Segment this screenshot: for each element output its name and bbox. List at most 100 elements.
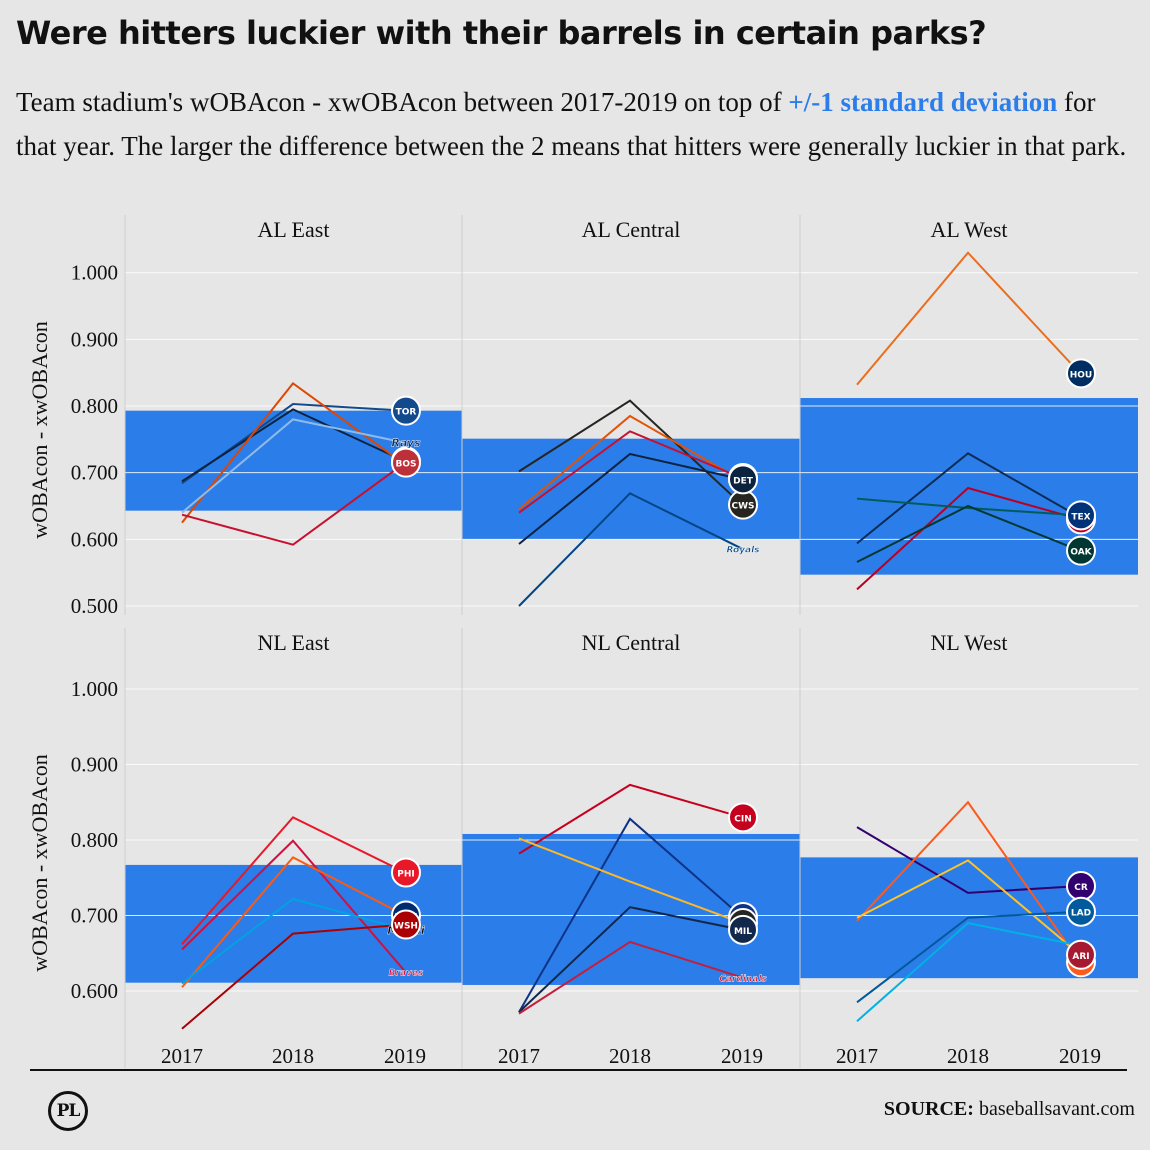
panel-nl-east: NL East 0.600 0.700 0.800 0.900 1.000 wOBAcon …	[27, 628, 462, 1068]
team-logo-icon: Rays	[391, 436, 421, 450]
x-tick-label: 2018	[609, 1044, 651, 1068]
series-line	[518, 430, 743, 514]
team-logo-text: TOR	[396, 408, 417, 418]
x-tick-label: 2019	[1059, 1044, 1101, 1068]
y-tick-label: 0.700	[71, 461, 118, 485]
x-tick-label: 2017	[498, 1044, 540, 1068]
team-logo-badge	[391, 395, 421, 426]
y-tick-label: 0.600	[71, 979, 118, 1003]
panel-title: AL West	[930, 217, 1007, 242]
y-axis-label: wOBAcon - xwOBAcon	[27, 321, 52, 539]
series-line	[518, 452, 743, 545]
series-line	[518, 492, 743, 607]
y-tick-label: 0.800	[71, 394, 118, 418]
y-tick-label: 1.000	[71, 677, 118, 701]
y-tick-label: 0.500	[71, 594, 118, 618]
series-line	[181, 923, 406, 1030]
team-logo-badge	[728, 802, 758, 833]
team-logo-icon: Braves	[388, 968, 424, 978]
team-logo-icon: ARI	[1066, 939, 1096, 970]
series-line	[181, 381, 406, 524]
team-logo-badge	[1066, 358, 1096, 389]
series-line	[518, 837, 743, 924]
panel-title: AL Central	[582, 217, 681, 242]
source-note: SOURCE: baseballsavant.com	[884, 1098, 1135, 1121]
team-logo-text: CWS	[731, 502, 754, 512]
panel-al-west: AL WestHOUSEALAATEXOAK	[799, 215, 1138, 615]
panel-nl-west: NL West201720182019CRSFARILAD	[799, 628, 1138, 1068]
series-line	[518, 414, 743, 511]
series-line	[518, 817, 743, 1013]
team-logo-text: Braves	[389, 968, 424, 978]
source-value: baseballsavant.com	[973, 1098, 1135, 1120]
subtitle-text-1: Team stadium's wOBAcon - xwOBAcon betwee…	[16, 87, 789, 117]
y-axis-label: wOBAcon - xwOBAcon	[27, 754, 52, 972]
pl-logo: PL	[48, 1091, 88, 1131]
team-logo-icon: LAD	[1066, 896, 1096, 927]
series-line	[518, 906, 743, 1013]
series-line	[856, 910, 1081, 1004]
team-logo-badge	[1066, 939, 1096, 970]
team-logo-badge	[1066, 500, 1096, 531]
y-tick-label: 0.800	[71, 828, 118, 852]
series-line	[856, 486, 1081, 591]
team-logo-icon: PHI	[391, 857, 421, 888]
subtitle-text-2: for that year. The larger the difference…	[16, 87, 1127, 161]
y-tick-label: 0.700	[71, 904, 118, 928]
series-line	[518, 783, 743, 855]
team-logo-text: Cardinals	[719, 974, 767, 984]
team-logo-badge	[391, 447, 421, 478]
chart-title: Were hitters luckier with their barrels …	[16, 14, 987, 52]
team-logo-badge	[391, 857, 421, 888]
series-line	[856, 504, 1081, 563]
series-line	[856, 921, 1081, 1022]
panel-title: NL East	[258, 630, 330, 655]
x-tick-label: 2017	[836, 1044, 878, 1068]
footer-divider	[30, 1069, 1127, 1071]
x-tick-label: 2019	[384, 1044, 426, 1068]
team-logo-text: BOS	[396, 460, 417, 470]
team-logo-icon: Royals	[726, 545, 760, 556]
x-tick-label: 2018	[272, 1044, 314, 1068]
panel-title: AL East	[258, 217, 330, 242]
x-tick-label: 2018	[947, 1044, 989, 1068]
panel-title: NL West	[930, 630, 1007, 655]
team-logo-icon: DET	[728, 464, 758, 495]
team-logo-icon: TEX	[1066, 500, 1096, 531]
team-logo-badge	[728, 464, 758, 495]
team-logo-text: Royals	[726, 546, 760, 556]
team-logo-text: LAD	[1071, 909, 1091, 919]
panel-nl-central: NL Central201720182019CINCHCPITMILCardin…	[461, 628, 800, 1068]
team-logo-icon: MIL	[728, 914, 758, 945]
team-logo-badge	[1066, 535, 1096, 566]
team-logo-icon: CWS	[728, 489, 758, 520]
team-logo-icon: WSH	[391, 909, 421, 940]
team-logo-badge	[728, 914, 758, 945]
team-logo-text: PHI	[397, 869, 414, 879]
team-logo-text: MIL	[734, 927, 752, 937]
y-tick-label: 1.000	[71, 261, 118, 285]
series-line	[856, 859, 1081, 956]
series-line	[181, 816, 406, 945]
x-tick-label: 2019	[721, 1044, 763, 1068]
panel-al-central: AL CentralCWSMINDETRoyals	[461, 215, 800, 615]
series-line	[856, 826, 1081, 894]
y-tick-label: 0.600	[71, 527, 118, 551]
series-line	[181, 856, 406, 988]
team-logo-icon: BOS	[391, 447, 421, 478]
team-logo-text: CR	[1074, 883, 1088, 893]
team-logo-badge	[391, 909, 421, 940]
x-tick-label: 2017	[161, 1044, 203, 1068]
team-logo-text: Rays	[391, 437, 421, 450]
team-logo-icon: Cardinals	[719, 974, 768, 984]
series-line	[856, 452, 1081, 545]
team-logo-icon: CR	[1066, 871, 1096, 902]
team-logo-icon: HOU	[1066, 358, 1096, 389]
team-logo-icon: CIN	[728, 802, 758, 833]
panel-al-east: AL East 0.500 0.600 0.700 0.800 0.900 1.000 wOB…	[27, 215, 462, 618]
team-logo-text: DET	[733, 476, 754, 486]
panel-title: NL Central	[582, 630, 681, 655]
series-line	[181, 408, 406, 483]
team-logo-text: OAK	[1070, 548, 1092, 558]
